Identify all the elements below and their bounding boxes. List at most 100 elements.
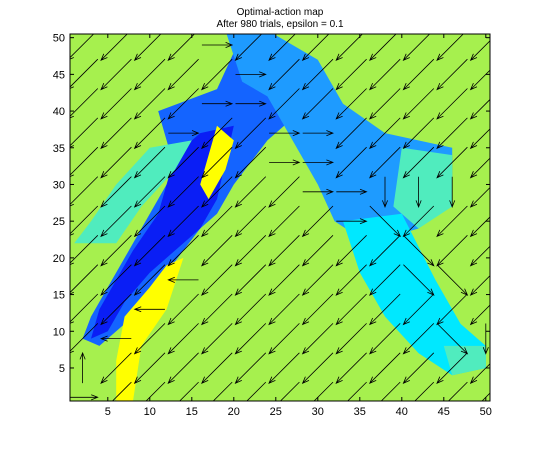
- x-tick-label: 35: [354, 406, 366, 418]
- background-action-arrow: [133, 264, 166, 296]
- region-action-arrow: [482, 323, 489, 355]
- region-action-arrow: [302, 188, 334, 195]
- background-action-arrow: [436, 58, 468, 91]
- background-action-arrow: [70, 117, 99, 148]
- region-action-arrow: [336, 218, 368, 225]
- background-action-arrow: [402, 58, 435, 91]
- region-action-arrow: [403, 264, 435, 296]
- background-action-arrow: [402, 88, 435, 120]
- background-action-arrow: [133, 34, 162, 61]
- x-tick-label: 40: [396, 406, 408, 418]
- background-action-arrow: [100, 176, 132, 208]
- plot-frame: [69, 33, 491, 402]
- region-action-arrow: [70, 394, 99, 401]
- background-action-arrow: [100, 264, 132, 296]
- background-action-arrow: [201, 352, 233, 384]
- background-action-arrow: [234, 323, 267, 355]
- background-action-arrow: [335, 88, 367, 120]
- background-action-arrow: [268, 58, 300, 91]
- background-action-arrow: [268, 176, 300, 208]
- region-action-arrow: [369, 205, 401, 238]
- background-action-arrow: [268, 34, 296, 61]
- x-tick-label: 30: [312, 406, 324, 418]
- background-action-arrow: [469, 187, 490, 208]
- background-action-arrow: [100, 146, 132, 179]
- background-action-arrow: [369, 293, 401, 326]
- background-action-arrow: [167, 293, 199, 326]
- background-action-arrow: [436, 146, 468, 179]
- region-action-arrow: [336, 188, 368, 195]
- y-tick-label: 35: [53, 143, 65, 155]
- background-action-arrow: [133, 146, 166, 179]
- chart-title: Optimal-action map: [237, 7, 324, 18]
- background-action-arrow: [201, 117, 233, 150]
- background-action-arrow: [335, 323, 367, 355]
- background-action-arrow: [369, 352, 401, 384]
- background-action-arrow: [469, 69, 490, 91]
- x-axis: 5 10 15 20 25 30 35 40 45 50: [105, 34, 492, 418]
- background-action-arrow: [100, 235, 132, 267]
- background-action-arrow: [201, 58, 233, 91]
- y-axis: 5 10 15 20 25 30 35 40 45 50: [53, 33, 490, 375]
- background-action-arrow: [234, 205, 267, 238]
- background-action-arrow: [369, 58, 401, 91]
- background-action-arrow: [100, 88, 132, 120]
- background-action-arrow: [100, 352, 132, 384]
- background-action-arrow: [167, 205, 199, 238]
- background-action-arrow: [335, 352, 367, 384]
- background-action-arrow: [402, 293, 435, 326]
- background-action-arrow: [335, 58, 367, 91]
- background-action-arrow: [335, 117, 367, 150]
- background-action-arrow: [246, 381, 267, 401]
- background-action-arrow: [201, 264, 233, 296]
- background-action-arrow: [100, 293, 132, 326]
- background-action-arrow: [469, 98, 490, 120]
- background-action-arrow: [234, 293, 267, 326]
- background-action-arrow: [70, 323, 99, 354]
- background-action-arrow: [469, 216, 490, 238]
- background-action-arrow: [70, 176, 99, 207]
- background-action-arrow: [100, 205, 132, 238]
- background-action-arrow: [234, 264, 267, 296]
- background-action-arrow: [301, 88, 334, 120]
- background-action-arrow: [436, 352, 468, 384]
- background-action-arrow: [100, 34, 128, 61]
- y-tick-label: 15: [53, 290, 65, 302]
- background-action-arrow: [380, 381, 401, 401]
- background-action-arrow: [347, 381, 367, 401]
- plot-area: [70, 34, 490, 401]
- background-action-arrow: [70, 264, 99, 295]
- background-action-arrow: [301, 323, 334, 355]
- region-action-arrow: [168, 130, 200, 137]
- background-action-arrow: [167, 146, 199, 179]
- background-action-arrow: [268, 205, 300, 238]
- background-action-arrow: [234, 34, 263, 61]
- x-tick-label: 25: [270, 406, 282, 418]
- background-action-arrow: [301, 352, 334, 384]
- action-region-dark-blue: [91, 125, 234, 339]
- action-arrows: [70, 34, 490, 401]
- background-action-arrow: [70, 235, 99, 266]
- background-action-arrow: [234, 146, 267, 179]
- background-action-arrow: [414, 381, 435, 401]
- background-action-arrow: [447, 381, 468, 401]
- background-action-arrow: [167, 88, 199, 120]
- background-action-arrow: [436, 117, 468, 150]
- background-action-arrow: [335, 34, 363, 61]
- x-tick-label: 5: [105, 406, 111, 418]
- background-action-arrow: [469, 128, 490, 150]
- y-tick-label: 5: [59, 363, 65, 375]
- region-action-arrow: [269, 159, 301, 166]
- background-action-arrow: [70, 34, 95, 60]
- chart-subtitle: After 980 trials, epsilon = 0.1: [216, 19, 343, 30]
- region-action-arrow: [302, 130, 334, 137]
- x-tick-label: 45: [438, 406, 450, 418]
- x-tick-label: 50: [480, 406, 492, 418]
- background-action-arrow: [268, 88, 300, 120]
- region-action-arrow: [201, 42, 234, 48]
- background-action-arrow: [133, 117, 166, 150]
- background-action-arrow: [335, 293, 367, 326]
- background-action-arrow: [436, 235, 468, 267]
- background-action-arrow: [234, 352, 267, 384]
- background-action-arrow: [369, 88, 401, 120]
